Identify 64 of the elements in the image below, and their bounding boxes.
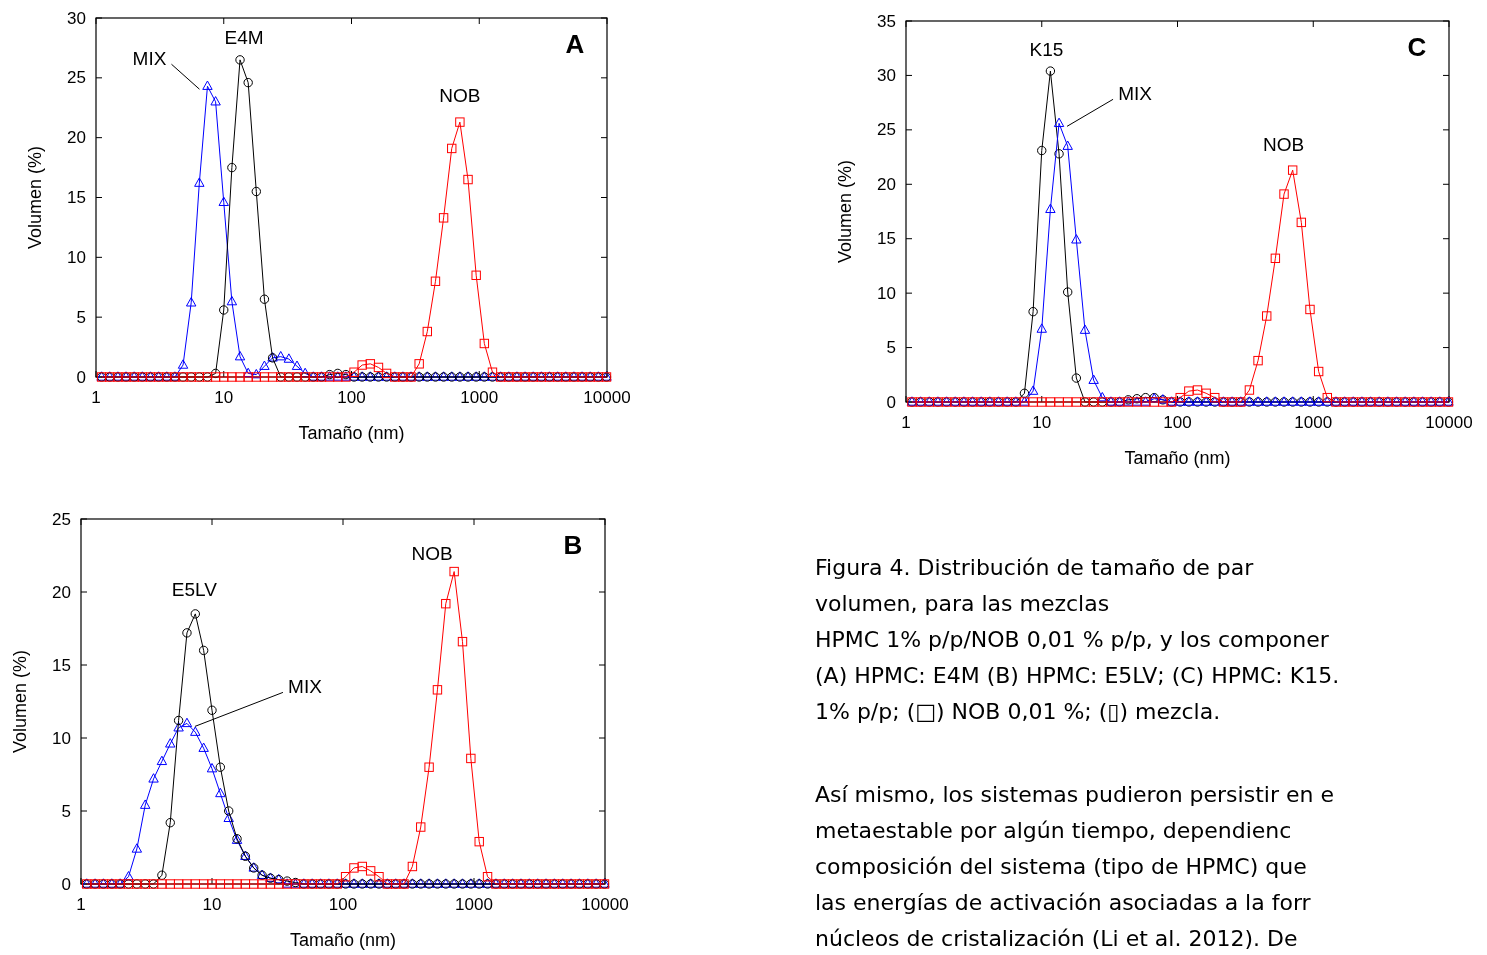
- x-tick-label: 1: [901, 413, 911, 432]
- y-tick-label: 20: [67, 128, 86, 148]
- text: metaestable por algún tiempo, dependienc: [815, 818, 1292, 843]
- x-tick-label: 1000: [455, 895, 493, 914]
- legend-label: E4M: [224, 27, 264, 49]
- x-axis-title: Tamaño (nm): [289, 930, 397, 950]
- text: composición del sistema (tipo de HPMC) que: [815, 854, 1307, 879]
- x-tick-label: 10000: [581, 895, 629, 914]
- x-tick-label: 1: [76, 895, 86, 914]
- y-tick-label: 35: [877, 11, 896, 31]
- text: A: [565, 29, 585, 59]
- y-tick-label: 25: [67, 68, 86, 88]
- x-tick-label: 10: [202, 895, 222, 914]
- x-tick-label: 10: [1032, 413, 1052, 432]
- y-axis-title: Volumen (%): [835, 159, 855, 264]
- x-tick-label: 1000: [460, 388, 499, 407]
- y-tick-label: 15: [67, 188, 86, 207]
- series-label: NOB: [439, 84, 481, 106]
- chart-title: C: [1407, 32, 1427, 62]
- y-tick-label: 20: [52, 582, 71, 602]
- text: MIX: [1118, 82, 1153, 104]
- y-tick-label: 10: [877, 283, 896, 303]
- chart-title: B: [563, 530, 583, 560]
- x-tick-label: 100: [328, 895, 358, 914]
- y-tick-label: 25: [52, 509, 71, 529]
- x-tick-label: 1: [91, 388, 101, 407]
- x-tick-label: 1000: [1294, 413, 1333, 432]
- legend-label: K15: [1029, 38, 1064, 60]
- x-tick-label: 100: [1163, 413, 1192, 432]
- text: MIX: [132, 47, 167, 69]
- text: MIX: [288, 675, 323, 697]
- y-tick-label: 0: [61, 874, 71, 894]
- y-tick-label: 15: [877, 229, 896, 249]
- text: Figura 4. Distribución de tamaño de par: [815, 555, 1255, 580]
- y-tick-label: 5: [886, 338, 896, 358]
- y-tick-label: 25: [877, 120, 896, 140]
- text: HPMC 1% p/p/NOB 0,01 % p/p, y los componer: [815, 627, 1330, 652]
- text: 1% p/p; (□) NOB 0,01 %; (▯) mezcla.: [815, 699, 1221, 724]
- series-label: NOB: [411, 543, 453, 565]
- y-tick-label: 5: [61, 801, 71, 821]
- text: Así mismo, los sistemas pudieron persistir en e: [815, 782, 1334, 807]
- x-tick-label: 10000: [1425, 413, 1473, 432]
- x-tick-label: 100: [337, 388, 366, 407]
- x-axis-title: Tamaño (nm): [1124, 448, 1231, 468]
- text: volumen, para las mezclas: [815, 591, 1110, 616]
- y-tick-label: 30: [877, 65, 896, 85]
- text: las energías de activación asociadas a la forr: [815, 890, 1312, 915]
- text: núcleos de cristalización (Li et al. 2012). De: [815, 926, 1298, 951]
- y-axis-title: Volumen (%): [25, 145, 45, 250]
- text: (A) HPMC: E4M (B) HPMC: E5LV; (C) HPMC: K15.: [815, 663, 1340, 688]
- x-tick-label: 10: [214, 388, 234, 407]
- series-label: E5LV: [171, 579, 218, 601]
- x-tick-label: 10000: [583, 388, 631, 407]
- y-tick-label: 0: [76, 367, 86, 387]
- y-tick-label: 20: [877, 174, 896, 194]
- y-tick-label: 5: [76, 307, 86, 327]
- series-label: NOB: [1263, 133, 1305, 155]
- y-tick-label: 15: [52, 655, 71, 675]
- y-tick-label: 10: [52, 728, 71, 748]
- y-tick-label: 30: [67, 8, 86, 28]
- y-tick-label: 10: [67, 247, 86, 267]
- y-axis-title: Volumen (%): [10, 649, 30, 754]
- x-axis-title: Tamaño (nm): [298, 423, 405, 443]
- y-tick-label: 0: [886, 392, 896, 412]
